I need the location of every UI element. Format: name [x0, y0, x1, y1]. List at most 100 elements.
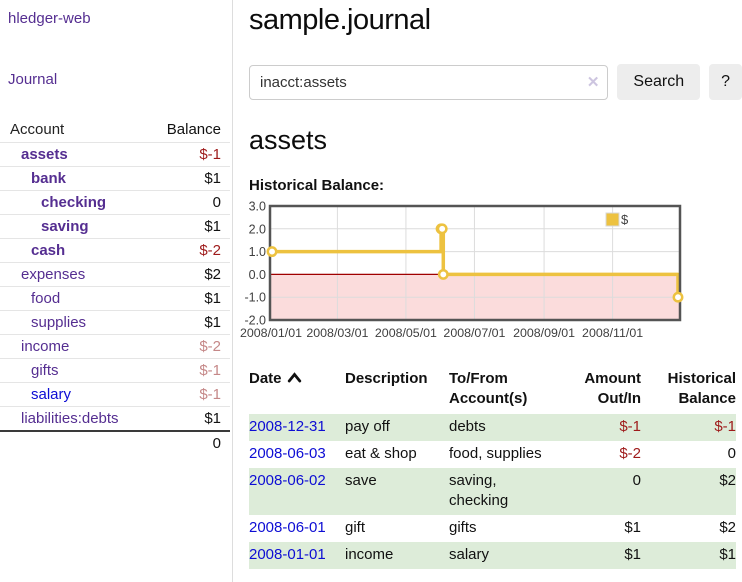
svg-text:2008/01/01: 2008/01/01: [240, 326, 302, 340]
transaction-description: save: [345, 472, 377, 489]
svg-text:1.0: 1.0: [249, 245, 266, 259]
account-balance-table: Account Balance assets $-1 bank $1 checking 0…: [0, 118, 230, 455]
account-row: cash $-2: [0, 238, 230, 263]
account-row: supplies $1: [0, 310, 230, 335]
account-heading: assets: [249, 125, 328, 155]
account-link[interactable]: assets: [21, 145, 68, 163]
transaction-accounts: food, supplies: [449, 445, 542, 462]
svg-text:-1.0: -1.0: [244, 291, 266, 305]
total-balance: 0: [150, 429, 230, 455]
account-link[interactable]: expenses: [21, 265, 86, 283]
account-balance: $-1: [150, 382, 230, 407]
account-link[interactable]: supplies: [31, 313, 87, 331]
transaction-row: 2008-01-01 income salary $1 $1: [249, 542, 736, 569]
sort-ascending-icon: [287, 372, 301, 383]
transaction-date-link[interactable]: 2008-06-01: [249, 519, 326, 536]
total-row: 0: [0, 429, 230, 455]
account-link[interactable]: food: [31, 289, 61, 307]
account-row: saving $1: [0, 214, 230, 239]
account-row: expenses $2: [0, 262, 230, 287]
app-brand-link[interactable]: hledger-web: [8, 10, 91, 27]
transaction-amount: 0: [632, 472, 641, 489]
chart-title: Historical Balance:: [249, 177, 385, 194]
account-link[interactable]: income: [21, 337, 70, 355]
account-link[interactable]: liabilities:debts: [21, 409, 119, 427]
account-balance: $1: [150, 166, 230, 191]
svg-text:2.0: 2.0: [249, 222, 266, 236]
account-link[interactable]: salary: [31, 385, 72, 403]
account-balance: 0: [150, 190, 230, 215]
account-balance: $-2: [150, 334, 230, 359]
account-balance: $2: [150, 262, 230, 287]
transaction-amount: $1: [624, 546, 641, 563]
account-link[interactable]: saving: [41, 217, 89, 235]
svg-text:$: $: [621, 212, 629, 227]
account-row: checking 0: [0, 190, 230, 215]
transaction-row: 2008-06-03 eat & shop food, supplies $-2 0: [249, 441, 736, 468]
transaction-balance: $2: [719, 519, 736, 536]
svg-text:2008/05/01: 2008/05/01: [375, 326, 437, 340]
transaction-accounts: saving, checking: [449, 472, 509, 509]
transaction-description: gift: [345, 519, 366, 536]
transaction-description: income: [345, 546, 394, 563]
search-form: ✕ Search ?: [249, 64, 742, 100]
account-row: gifts $-1: [0, 358, 230, 383]
account-row: income $-2: [0, 334, 230, 359]
transaction-description: eat & shop: [345, 445, 417, 462]
account-balance: $1: [150, 406, 230, 431]
amount-column-header: Amount Out/In: [584, 370, 641, 407]
svg-text:-2.0: -2.0: [244, 314, 266, 328]
transaction-balance: $1: [719, 546, 736, 563]
transaction-date-link[interactable]: 2008-01-01: [249, 546, 326, 563]
account-row: food $1: [0, 286, 230, 311]
transaction-date-link[interactable]: 2008-12-31: [249, 418, 326, 435]
svg-text:2008/09/01: 2008/09/01: [513, 326, 575, 340]
historical-balance-chart: $3.0 2.0 1.0 0.0 -1.0 -2.0 2008/01/01 2008/03/0…: [240, 200, 742, 352]
sidebar-item-journal[interactable]: Journal: [8, 71, 58, 88]
account-balance: $1: [150, 310, 230, 335]
account-row: liabilities:debts $1: [0, 406, 230, 431]
account-link[interactable]: cash: [31, 241, 66, 259]
search-input[interactable]: [249, 64, 609, 100]
sidebar: hledger-web Journal Account Balance asse…: [0, 0, 233, 582]
account-balance: $1: [150, 286, 230, 311]
transaction-accounts: debts: [449, 418, 486, 435]
page-title: sample.journal: [249, 4, 431, 36]
transaction-amount: $-1: [619, 418, 641, 435]
transaction-date-link[interactable]: 2008-06-02: [249, 472, 326, 489]
svg-text:2008/03/01: 2008/03/01: [306, 326, 368, 340]
account-balance: $-1: [150, 358, 230, 383]
account-link[interactable]: checking: [41, 193, 107, 211]
account-balance: $-2: [150, 238, 230, 263]
transaction-accounts: salary: [449, 546, 490, 563]
clear-search-icon[interactable]: ✕: [586, 73, 600, 91]
transaction-row: 2008-06-01 gift gifts $1 $2: [249, 515, 736, 542]
account-balance: $1: [150, 214, 230, 239]
account-row: assets $-1: [0, 142, 230, 167]
account-row: bank $1: [0, 166, 230, 191]
svg-text:3.0: 3.0: [249, 200, 266, 214]
account-table-header: Account Balance: [0, 118, 230, 143]
transaction-amount: $-2: [619, 445, 641, 462]
register-table: Date Description To/From Account(s) Amou…: [249, 367, 736, 569]
svg-text:2008/11/01: 2008/11/01: [582, 326, 643, 340]
date-column-header[interactable]: Date: [249, 367, 345, 414]
account-row: salary $-1: [0, 382, 230, 407]
transaction-row: 2008-12-31 pay off debts $-1 $-1: [249, 414, 736, 441]
main-content: sample.journal ✕ Search ? assets Histori…: [233, 0, 742, 582]
search-button[interactable]: Search: [617, 64, 701, 100]
register-header-row: Date Description To/From Account(s) Amou…: [249, 367, 736, 414]
svg-text:0.0: 0.0: [249, 268, 266, 282]
help-button[interactable]: ?: [709, 64, 742, 100]
account-column-header: Account: [0, 118, 150, 143]
transaction-description: pay off: [345, 418, 390, 435]
transaction-balance: 0: [727, 445, 736, 462]
transaction-balance: $-1: [714, 418, 736, 435]
account-balance: $-1: [150, 142, 230, 167]
account-link[interactable]: bank: [31, 169, 67, 187]
transaction-date-link[interactable]: 2008-06-03: [249, 445, 326, 462]
account-link[interactable]: gifts: [31, 361, 59, 379]
transaction-amount: $1: [624, 519, 641, 536]
search-input-wrap: ✕: [249, 64, 609, 100]
